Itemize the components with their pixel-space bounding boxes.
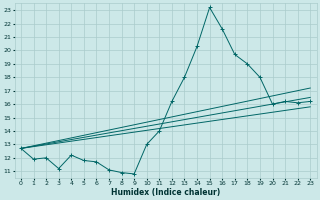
X-axis label: Humidex (Indice chaleur): Humidex (Indice chaleur): [111, 188, 220, 197]
